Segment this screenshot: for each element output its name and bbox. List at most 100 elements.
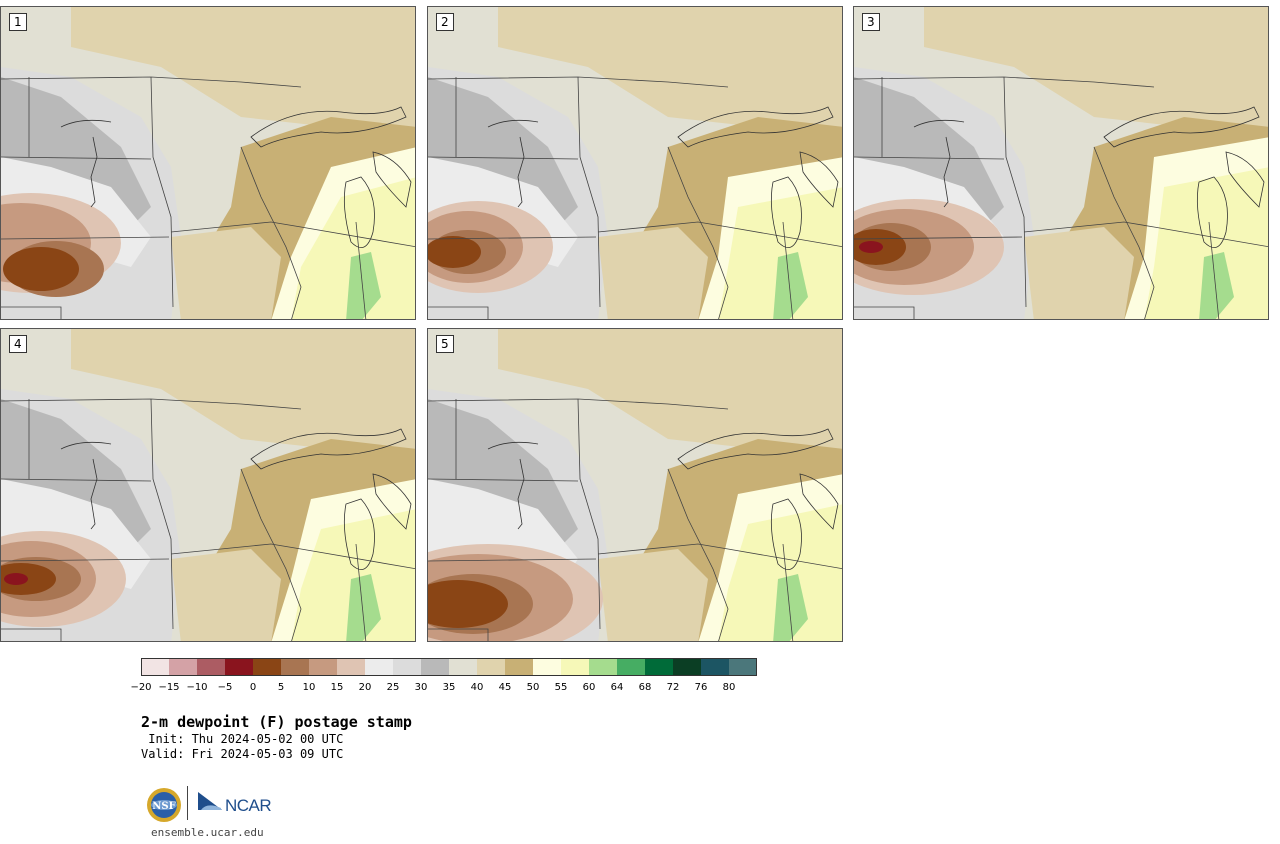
state-border	[597, 221, 729, 233]
svg-text:NSF: NSF	[152, 801, 175, 812]
state-border	[782, 543, 794, 641]
color-scale-border	[141, 658, 757, 676]
lake-superior-outline	[250, 106, 407, 148]
state-border	[1, 306, 62, 319]
logo-divider	[187, 786, 188, 820]
state-border	[1023, 221, 1155, 233]
state-border	[597, 543, 729, 555]
color-swatch	[645, 658, 673, 676]
lake-huron-outline	[1225, 151, 1265, 208]
river-line	[60, 119, 112, 128]
color-swatch	[589, 658, 617, 676]
state-border	[428, 478, 579, 482]
dewpoint-green-region	[346, 252, 381, 319]
state-border	[577, 398, 601, 630]
state-border	[854, 156, 1005, 160]
state-border	[854, 306, 915, 319]
dewpoint-map	[428, 7, 842, 319]
state-border	[428, 628, 489, 641]
color-scale-bar	[141, 658, 757, 676]
color-swatch	[561, 658, 589, 676]
lake-huron-outline	[372, 473, 412, 530]
dewpoint-green-region	[346, 574, 381, 641]
forecast-map-panel-5: 5	[427, 328, 843, 642]
state-border	[1093, 146, 1155, 319]
lake-michigan-outline	[343, 498, 375, 571]
lake-huron-outline	[372, 151, 412, 208]
river-line	[487, 441, 539, 450]
lake-michigan-outline	[343, 176, 375, 249]
color-scale-tick-label: 0	[249, 682, 257, 693]
dewpoint-yellow-region	[291, 509, 415, 641]
state-border	[667, 146, 729, 319]
color-swatch	[533, 658, 561, 676]
state-border	[1, 156, 152, 160]
state-border	[667, 468, 729, 641]
state-border	[1, 398, 302, 410]
dewpoint-yellow-region	[1144, 167, 1268, 319]
dewpoint-map	[1, 7, 415, 319]
color-scale-tick-label: 10	[302, 682, 316, 693]
color-scale-tick-label: 76	[694, 682, 708, 693]
panel-number: 3	[862, 13, 880, 31]
color-swatch	[617, 658, 645, 676]
panel-number: 2	[436, 13, 454, 31]
lake-superior-outline	[250, 428, 407, 470]
init-time: Init: Thu 2024-05-02 00 UTC	[141, 732, 344, 746]
state-border	[428, 76, 729, 88]
river-line	[913, 119, 965, 128]
color-swatch	[421, 658, 449, 676]
color-swatch	[197, 658, 225, 676]
state-border	[1208, 221, 1220, 319]
state-border	[150, 398, 174, 630]
forecast-map-panel-3: 3	[853, 6, 1269, 320]
state-border	[170, 543, 302, 555]
dewpoint-yellow-region	[291, 177, 415, 319]
river-line	[487, 119, 539, 128]
state-border	[355, 221, 367, 319]
ncar-logo	[198, 792, 222, 810]
state-border	[727, 548, 842, 570]
river-line	[90, 458, 98, 530]
nsf-logo: NSF	[147, 788, 181, 822]
color-swatch	[449, 658, 477, 676]
dewpoint-map	[1, 329, 415, 641]
forecast-map-panel-4: 4	[0, 328, 416, 642]
state-border	[240, 146, 302, 319]
color-swatch	[141, 658, 169, 676]
color-scale-tick-label: 72	[666, 682, 680, 693]
color-swatch	[477, 658, 505, 676]
color-swatch	[281, 658, 309, 676]
color-swatch	[253, 658, 281, 676]
color-scale-tick-label: 68	[638, 682, 652, 693]
state-border	[854, 236, 1023, 240]
lake-michigan-outline	[770, 176, 802, 249]
state-border	[240, 468, 302, 641]
color-swatch	[673, 658, 701, 676]
lake-superior-outline	[677, 428, 834, 470]
color-scale-tick-label: 5	[277, 682, 285, 693]
color-swatch	[393, 658, 421, 676]
valid-time: Valid: Fri 2024-05-03 09 UTC	[141, 747, 344, 761]
forecast-map-panel-1: 1	[0, 6, 416, 320]
lake-superior-outline	[677, 106, 834, 148]
dewpoint-darkbrown-region	[428, 236, 481, 268]
dewpoint-yellow-region	[718, 504, 842, 641]
state-border	[854, 76, 1155, 88]
state-border	[1153, 226, 1268, 248]
lake-michigan-outline	[1196, 176, 1228, 249]
state-border	[428, 306, 489, 319]
dewpoint-green-region	[773, 574, 808, 641]
color-scale-tick-label: 60	[582, 682, 596, 693]
lake-michigan-outline	[770, 498, 802, 571]
dewpoint-tan-south-region	[598, 227, 708, 319]
dewpoint-darkbrown-region	[1, 563, 56, 595]
color-swatch	[365, 658, 393, 676]
dewpoint-tan-south-region	[598, 549, 708, 641]
color-swatch	[225, 658, 253, 676]
lake-huron-outline	[799, 151, 839, 208]
state-border	[1, 236, 170, 240]
state-border	[428, 236, 597, 240]
river-line	[517, 136, 525, 208]
color-scale-tick-label: 35	[442, 682, 456, 693]
